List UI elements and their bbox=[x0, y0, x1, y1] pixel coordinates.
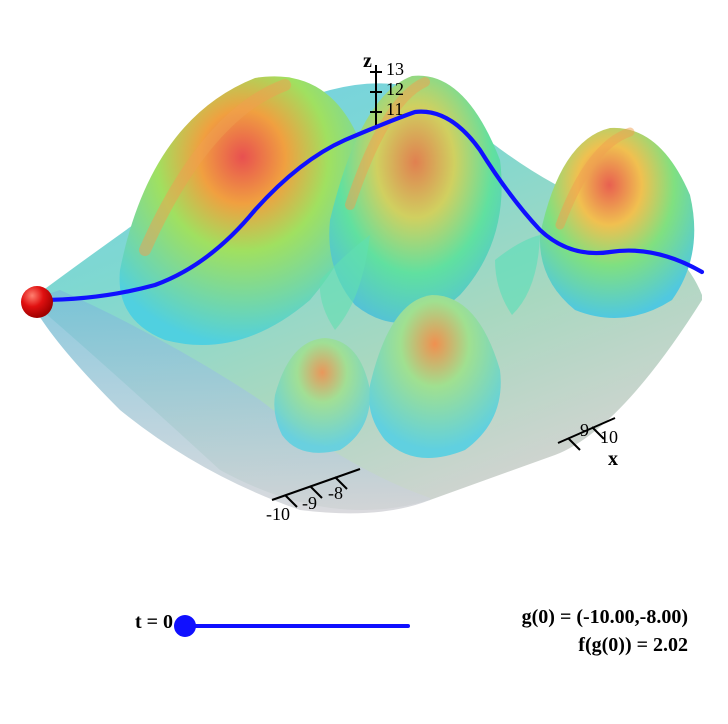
legend-line bbox=[185, 624, 410, 628]
x-axis-label: x bbox=[608, 448, 618, 471]
z-tick-12: 12 bbox=[386, 79, 404, 100]
legend-g-label: g(0) = (-10.00,-8.00) bbox=[522, 606, 688, 629]
x-tick-9: 9 bbox=[580, 420, 589, 441]
z-axis-label: z bbox=[363, 50, 372, 73]
legend: t = 0 g(0) = (-10.00,-8.00) f(g(0)) = 2.… bbox=[140, 614, 668, 684]
y-tick-n8: -8 bbox=[328, 483, 343, 504]
z-tick-13: 13 bbox=[386, 59, 404, 80]
legend-dot bbox=[174, 615, 196, 637]
y-tick-n10: -10 bbox=[266, 504, 290, 525]
surface-plot: 13 12 11 z 9 10 x -10 -9 -8 bbox=[0, 0, 728, 570]
legend-f-label: f(g(0)) = 2.02 bbox=[578, 634, 688, 657]
y-tick-n9: -9 bbox=[302, 493, 317, 514]
particle-marker bbox=[21, 286, 53, 318]
x-tick-10: 10 bbox=[600, 427, 618, 448]
legend-t-label: t = 0 bbox=[135, 611, 173, 634]
z-tick-11: 11 bbox=[386, 99, 403, 120]
